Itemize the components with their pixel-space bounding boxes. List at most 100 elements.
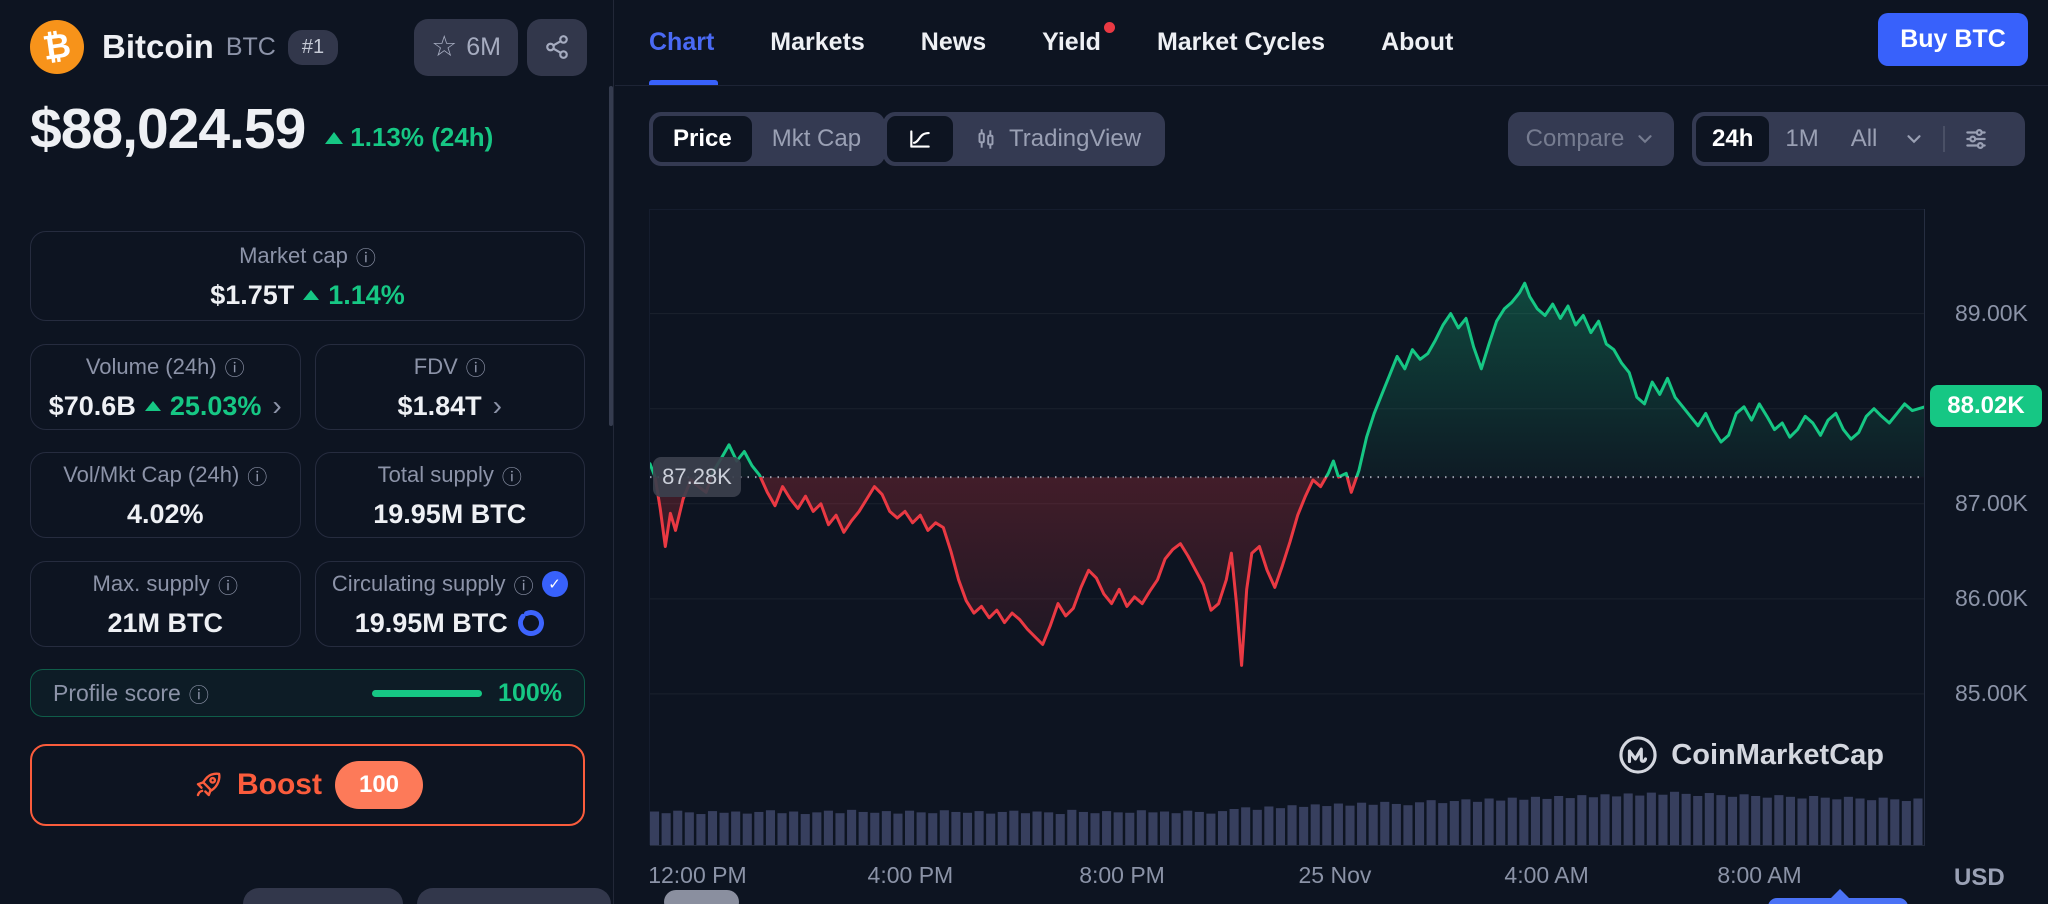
- links-row: Website Website Whitepaper: [30, 888, 611, 904]
- x-axis: 12:00 PM 4:00 PM 8:00 PM 25 Nov 4:00 AM 8:00 …: [648, 862, 1924, 892]
- x-axis-tick: 8:00 AM: [1717, 862, 1802, 888]
- y-axis-tick: 89.00K: [1955, 299, 2028, 326]
- circulating-supply-value: 19.95M BTC: [355, 608, 545, 639]
- profile-score-bar: [372, 689, 483, 697]
- x-axis-tick: 25 Nov: [1298, 862, 1372, 888]
- coinmarketcap-logo-icon: [1619, 736, 1657, 774]
- info-icon[interactable]: ⓘ: [217, 575, 238, 598]
- circulating-supply-card: Circulating supply ⓘ ✓ 19.95M BTC: [314, 561, 585, 647]
- tradingview-option[interactable]: TradingView: [953, 116, 1161, 162]
- info-icon[interactable]: ⓘ: [355, 247, 376, 270]
- chevron-down-icon: [1907, 135, 1921, 144]
- watchlist-button[interactable]: ☆ 6M: [414, 18, 518, 76]
- star-icon: ☆: [431, 30, 458, 63]
- range-dropdown[interactable]: [1893, 116, 1935, 162]
- volume-value: $70.6B 25.03% ›: [48, 390, 282, 421]
- fdv-card[interactable]: FDV ⓘ $1.84T ›: [314, 344, 585, 430]
- currency-unit-label: USD: [1954, 864, 2005, 891]
- info-icon[interactable]: ⓘ: [247, 466, 268, 489]
- info-icon[interactable]: ⓘ: [501, 466, 522, 489]
- candlestick-icon: [978, 129, 994, 149]
- main-panel: Chart Markets News Yield Market Cycles A…: [615, 0, 2048, 904]
- info-icon[interactable]: ⓘ: [188, 684, 209, 707]
- profile-score-value: 100%: [498, 678, 562, 707]
- coin-header: ₿ Bitcoin BTC #1 ☆ 6M: [30, 18, 587, 76]
- y-axis-tick: 87.00K: [1955, 489, 2028, 516]
- share-button[interactable]: [527, 18, 587, 76]
- toggle-mkt-cap[interactable]: Mkt Cap: [771, 125, 862, 152]
- price-mktcap-toggle: Price Mkt Cap: [649, 112, 886, 166]
- current-price-tag: 88.02K: [1930, 384, 2042, 427]
- market-cap-value: $1.75T 1.14%: [210, 279, 405, 310]
- supply-progress-ring-icon: [517, 610, 544, 636]
- section-tabs-row: Chart Markets News Yield Market Cycles A…: [615, 0, 2048, 86]
- fdv-label: FDV ⓘ: [413, 353, 486, 381]
- vol-mkt-cap-label: Vol/Mkt Cap (24h) ⓘ: [63, 462, 268, 489]
- price-row: $88,024.59 1.13% (24h): [30, 96, 493, 162]
- tab-chart[interactable]: Chart: [649, 0, 742, 85]
- notification-dot: [1103, 22, 1115, 33]
- tab-news[interactable]: News: [920, 28, 987, 56]
- chart-controls: Price Mkt Cap TradingView Compare 24h: [615, 112, 2048, 166]
- price-chart-svg: [650, 281, 1925, 846]
- boost-button[interactable]: Boost 100: [30, 744, 585, 826]
- coin-price: $88,024.59: [30, 97, 306, 161]
- x-axis-tick: 4:00 AM: [1504, 862, 1589, 888]
- divider: [1943, 126, 1946, 152]
- chevron-right-icon: ›: [492, 390, 502, 421]
- volume-card[interactable]: Volume (24h) ⓘ $70.6B 25.03% ›: [30, 344, 301, 430]
- total-supply-label: Total supply ⓘ: [377, 462, 522, 489]
- section-tabs: Chart Markets News Yield Market Cycles A…: [649, 0, 1481, 85]
- bitcoin-logo-icon: ₿: [30, 20, 84, 74]
- tab-markets[interactable]: Markets: [770, 28, 865, 56]
- whitepaper-button[interactable]: Whitepaper: [417, 888, 611, 904]
- chart-type-toggle: TradingView: [883, 112, 1166, 166]
- tab-about[interactable]: About: [1381, 28, 1454, 56]
- chevron-down-icon: [1638, 135, 1652, 144]
- rocket-icon: [196, 772, 221, 797]
- scrubber-handle[interactable]: [664, 890, 739, 904]
- up-arrow-icon: [325, 131, 344, 144]
- market-cap-label: Market cap ⓘ: [239, 243, 376, 270]
- chart-settings-button[interactable]: [1953, 116, 1999, 162]
- coin-rank-badge: #1: [287, 29, 339, 65]
- boost-count-badge: 100: [334, 761, 424, 809]
- info-icon[interactable]: ⓘ: [513, 575, 534, 598]
- tab-yield[interactable]: Yield: [1014, 0, 1129, 85]
- up-arrow-icon: [144, 401, 161, 411]
- website-button[interactable]: Website: [242, 888, 404, 904]
- boost-label: Boost: [236, 768, 322, 801]
- buy-btc-button[interactable]: Buy BTC: [1878, 13, 2028, 66]
- fdv-value: $1.84T ›: [397, 390, 502, 421]
- tab-market-cycles[interactable]: Market Cycles: [1156, 28, 1326, 56]
- y-axis-tick: 86.00K: [1955, 584, 2028, 611]
- range-1m[interactable]: 1M: [1785, 125, 1819, 152]
- line-chart-option[interactable]: [887, 116, 953, 162]
- time-range-toggle: 24h 1M All: [1692, 112, 2025, 166]
- circulating-supply-label: Circulating supply ⓘ ✓: [332, 570, 568, 599]
- coin-symbol: BTC: [225, 32, 276, 61]
- max-supply-value: 21M BTC: [107, 607, 223, 638]
- sliders-icon: [1966, 129, 1987, 149]
- website-row-label: Website: [30, 901, 113, 904]
- baseline-price-badge: 87.28K: [653, 457, 741, 498]
- price-chart[interactable]: 87.28K CoinMarketCap: [649, 209, 1925, 846]
- sidebar-scrollbar[interactable]: [609, 86, 613, 426]
- max-supply-label: Max. supply ⓘ: [92, 571, 238, 598]
- market-cap-card: Market cap ⓘ $1.75T 1.14%: [30, 231, 585, 321]
- info-icon[interactable]: ⓘ: [224, 358, 245, 380]
- stat-cards: Market cap ⓘ $1.75T 1.14% Volume (24h) ⓘ…: [30, 231, 611, 904]
- profile-score-row: Profile score ⓘ 100%: [30, 669, 585, 717]
- range-all[interactable]: All: [1850, 125, 1878, 152]
- range-24h[interactable]: 24h: [1696, 116, 1770, 162]
- info-icon[interactable]: ⓘ: [465, 358, 486, 380]
- toggle-price[interactable]: Price: [653, 116, 752, 162]
- total-supply-value: 19.95M BTC: [373, 498, 527, 529]
- y-axis-tick: 85.00K: [1955, 679, 2028, 706]
- vol-mkt-cap-value: 4.02%: [126, 498, 204, 529]
- x-axis-tick: 8:00 PM: [1079, 862, 1165, 888]
- compare-button[interactable]: Compare: [1508, 112, 1674, 166]
- coinmarketcap-watermark: CoinMarketCap: [1617, 734, 1884, 776]
- volume-label: Volume (24h) ⓘ: [85, 353, 245, 381]
- chevron-right-icon: ›: [272, 390, 282, 421]
